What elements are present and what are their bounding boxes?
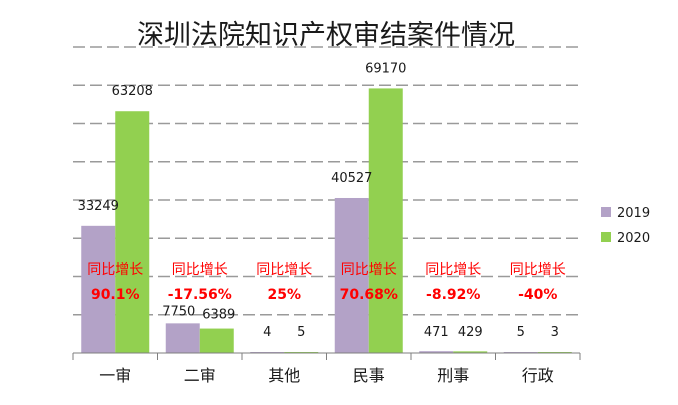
bars	[81, 88, 572, 354]
x-tick-label: 刑事	[437, 366, 469, 385]
legend: 2019 2020	[601, 206, 650, 246]
bar-2019-1	[81, 225, 116, 353]
data-labels: 33249 63208 7750 6389 4 5 40527 69170 471 429 5 3	[78, 61, 559, 340]
yoy-label: 同比增长	[87, 262, 143, 278]
legend-swatch-2019	[601, 207, 611, 217]
data-label: 40527	[331, 171, 372, 186]
yoy-value: 90.1%	[91, 287, 140, 303]
yoy-label: 同比增长	[172, 262, 228, 278]
bar-2020-2	[199, 328, 234, 353]
yoy-label: 同比增长	[256, 262, 312, 278]
x-tick-label: 其他	[268, 366, 300, 385]
x-tick-label: 二审	[184, 366, 216, 385]
x-tick-label: 行政	[522, 366, 554, 385]
yoy-label: 同比增长	[425, 262, 481, 278]
bar-2020-1	[115, 111, 150, 353]
data-label: 5	[297, 325, 305, 340]
legend-label: 2019	[617, 206, 650, 221]
chart-title: 深圳法院知识产权审结案件情况	[137, 20, 515, 51]
data-label: 3	[551, 325, 559, 340]
yoy-value: -8.92%	[426, 287, 480, 303]
x-tick-label: 民事	[353, 366, 385, 385]
yoy-value: 25%	[267, 287, 301, 303]
legend-swatch-2020	[601, 232, 611, 242]
bar-2019-2	[165, 323, 200, 353]
data-label: 4	[263, 325, 271, 340]
yoy-annotations: 同比增长 90.1% 同比增长 -17.56% 同比增长 25% 同比增长 70.68% 同比增…	[87, 262, 566, 303]
data-label: 33249	[78, 199, 119, 214]
yoy-value: -40%	[518, 287, 557, 303]
yoy-label: 同比增长	[510, 262, 566, 278]
bar-2020-4	[368, 88, 403, 354]
data-label: 6389	[202, 308, 235, 323]
data-label: 69170	[365, 61, 406, 76]
bar-2019-5	[419, 351, 454, 353]
yoy-value: 70.68%	[340, 287, 398, 303]
data-label: 5	[517, 325, 525, 340]
x-axis: 一审 二审 其他 民事 刑事 行政	[72, 352, 581, 385]
bar-2020-5	[453, 351, 488, 353]
data-label: 429	[458, 325, 483, 340]
x-tick-label: 一审	[99, 366, 131, 385]
data-label: 471	[424, 325, 449, 340]
yoy-label: 同比增长	[341, 262, 397, 278]
yoy-value: -17.56%	[168, 287, 232, 303]
legend-label: 2020	[617, 231, 650, 246]
data-label: 7750	[162, 304, 195, 319]
bar-2019-4	[334, 197, 369, 353]
data-label: 63208	[112, 84, 153, 99]
